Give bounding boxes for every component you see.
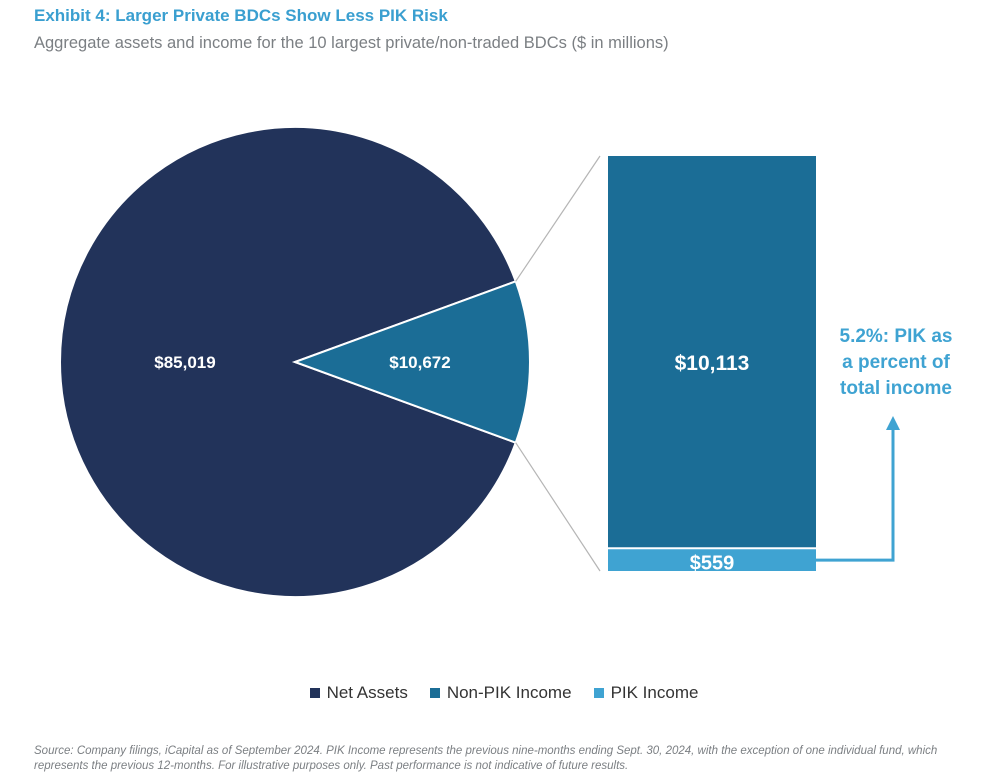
annotation-text: total income <box>840 378 952 399</box>
annotation-text: 5.2%: PIK as <box>840 326 953 347</box>
legend-swatch <box>309 688 320 698</box>
legend-item-non-pik: Non-PIK Income <box>429 683 572 703</box>
bar-label-pik: $559 <box>690 552 735 574</box>
pie-label-income: $10,672 <box>389 353 450 372</box>
annotation-arrow-line <box>816 428 895 562</box>
chart-title: Exhibit 4: Larger Private BDCs Show Less… <box>34 6 448 25</box>
legend-label: Non-PIK Income <box>446 683 572 702</box>
bar-segment-non-pik <box>608 156 816 548</box>
bar-segment-pik <box>608 549 816 571</box>
pie-slice-income <box>292 280 531 444</box>
annotation-arrow-head <box>886 416 900 430</box>
chart: $85,019 $10,672 $10,113 $559 5.2%: PIK as a p… <box>59 126 953 598</box>
legend-label: Net Assets <box>326 683 408 702</box>
annotation-text: a percent of <box>842 352 950 373</box>
legend-swatch <box>593 688 604 698</box>
connector-line-bottom <box>515 442 601 572</box>
legend-item-net-assets: Net Assets <box>309 683 408 703</box>
legend: Net Assets Non-PIK Income PIK Income <box>0 683 1008 703</box>
legend-item-pik: PIK Income <box>593 683 699 703</box>
pie-label-net-assets: $85,019 <box>154 353 215 372</box>
chart-subtitle: Aggregate assets and income for the 10 l… <box>34 34 669 52</box>
pie-slice-net-assets <box>59 126 518 598</box>
legend-label: PIK Income <box>610 683 699 702</box>
source-note: Source: Company filings, iCapital as of … <box>34 745 938 772</box>
legend-swatch <box>429 688 440 698</box>
bar-label-non-pik: $10,113 <box>675 352 750 375</box>
connector-line-top <box>515 155 601 282</box>
